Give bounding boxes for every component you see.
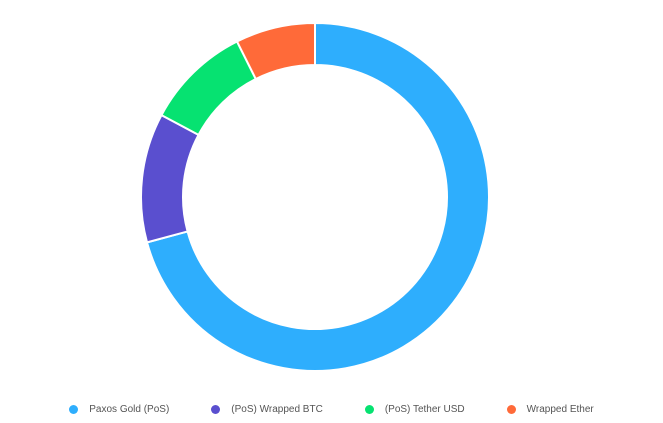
legend-item-paxos-gold-pos[interactable]: Paxos Gold (PoS) bbox=[69, 404, 169, 415]
legend-item-wrapped-ether[interactable]: Wrapped Ether bbox=[506, 403, 594, 415]
legend-label: (PoS) Tether USD bbox=[384, 403, 465, 415]
slice-pos-wrapped-btc[interactable] bbox=[140, 114, 200, 244]
legend-swatch-icon bbox=[211, 404, 221, 414]
legend-swatch-icon bbox=[364, 404, 374, 414]
legend-swatch-icon bbox=[506, 404, 516, 414]
slice-paxos-gold-pos[interactable] bbox=[146, 22, 490, 372]
slice-pos-tether-usd[interactable] bbox=[160, 40, 257, 136]
legend-item-pos-tether-usd[interactable]: (PoS) Tether USD bbox=[364, 403, 465, 415]
slice-wrapped-ether[interactable] bbox=[235, 22, 316, 81]
legend-item-pos-wrapped-btc[interactable]: (PoS) Wrapped BTC bbox=[211, 404, 323, 415]
legend-label: Wrapped Ether bbox=[526, 403, 594, 415]
chart-legend: Paxos Gold (PoS) (PoS) Wrapped BTC (PoS) T… bbox=[0, 399, 663, 419]
legend-label: (PoS) Wrapped BTC bbox=[231, 403, 323, 415]
legend-label: Paxos Gold (PoS) bbox=[89, 403, 170, 415]
legend-swatch-icon bbox=[69, 404, 79, 414]
